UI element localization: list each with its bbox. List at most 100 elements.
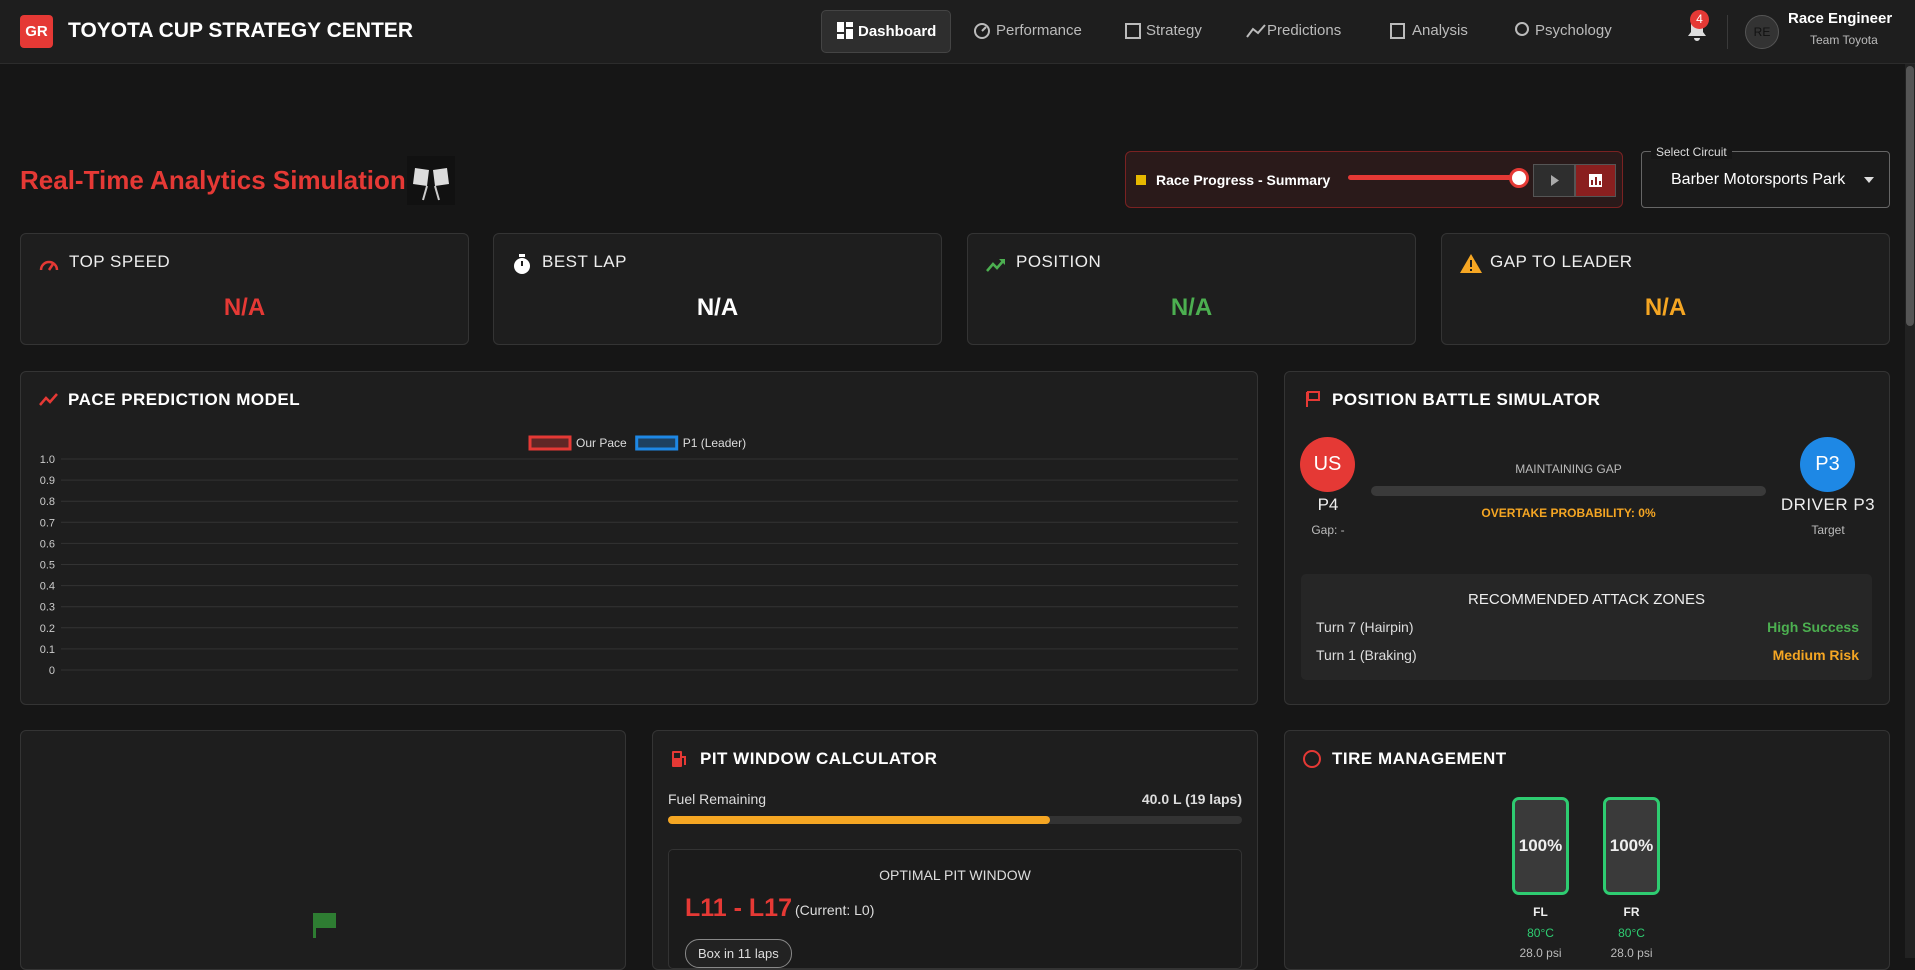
dropdown-arrow bbox=[1864, 177, 1874, 183]
y-tick-label: 0.2 bbox=[40, 623, 55, 635]
y-tick-label: 0.7 bbox=[40, 517, 55, 529]
kpi-label: TOP SPEED bbox=[69, 252, 171, 271]
user-team: Team Toyota bbox=[1810, 33, 1878, 47]
slider-thumb[interactable] bbox=[1509, 168, 1529, 188]
current-lap: (Current: L0) bbox=[795, 902, 875, 918]
flag-icon bbox=[313, 913, 336, 938]
kpi-label: POSITION bbox=[1016, 252, 1102, 271]
driver-badge: US bbox=[1300, 437, 1355, 492]
y-tick-label: 0.6 bbox=[40, 538, 55, 550]
nav-item[interactable]: Performance bbox=[996, 22, 1082, 39]
tire-pressure: 28.0 psi bbox=[1610, 946, 1653, 960]
tire-wear: 100% bbox=[1512, 797, 1569, 895]
progress-slider[interactable] bbox=[1348, 175, 1519, 180]
panel-icon bbox=[672, 751, 686, 767]
circuit-value: Barber Motorsports Park bbox=[1671, 171, 1846, 188]
logo[interactable]: GR bbox=[20, 15, 53, 48]
header bbox=[0, 0, 1915, 64]
y-tick-label: 0.1 bbox=[40, 644, 55, 656]
fuel-fill bbox=[668, 816, 1050, 824]
panel-icon bbox=[1303, 750, 1321, 768]
progress-icon bbox=[1136, 175, 1146, 185]
kpi-card: POSITION N/A bbox=[967, 233, 1416, 345]
user-name: Race Engineer bbox=[1788, 10, 1893, 27]
scrollbar[interactable] bbox=[1905, 64, 1915, 958]
zone-rating: Medium Risk bbox=[1772, 647, 1859, 663]
scroll-thumb[interactable] bbox=[1906, 66, 1914, 326]
tire-wear: 100% bbox=[1603, 797, 1660, 895]
pit-window: L11 - L17 bbox=[685, 894, 792, 922]
tire-temp: 80°C bbox=[1618, 926, 1645, 940]
kpi-icon bbox=[39, 260, 59, 271]
zone-rating: High Success bbox=[1767, 619, 1859, 635]
panel-title: PACE PREDICTION MODEL bbox=[68, 390, 301, 409]
driver-gap: Gap: - bbox=[1311, 523, 1345, 537]
kpi-label: BEST LAP bbox=[542, 252, 627, 271]
driver-badge: P3 bbox=[1800, 437, 1855, 492]
summary-button[interactable] bbox=[1575, 164, 1616, 197]
kpi-value: N/A bbox=[1170, 294, 1213, 321]
overtake-probability: OVERTAKE PROBABILITY: 0% bbox=[1481, 506, 1656, 520]
kpi-icon bbox=[514, 254, 530, 274]
y-tick-label: 0 bbox=[49, 665, 55, 677]
tire-pressure: 28.0 psi bbox=[1519, 946, 1562, 960]
y-tick-label: 0.5 bbox=[40, 560, 55, 572]
attack-zones bbox=[1301, 574, 1872, 680]
kpi-card: GAP TO LEADER N/A bbox=[1441, 233, 1890, 345]
y-tick-label: 1.0 bbox=[40, 454, 55, 466]
zone-turn: Turn 7 (Hairpin) bbox=[1316, 619, 1414, 635]
window-title: OPTIMAL PIT WINDOW bbox=[879, 867, 1031, 883]
circuit-label: Select Circuit bbox=[1651, 145, 1732, 159]
kpi-value: N/A bbox=[1644, 294, 1687, 321]
kpi-icon bbox=[1460, 254, 1482, 273]
tire-temp: 80°C bbox=[1527, 926, 1554, 940]
nav-item[interactable]: Analysis bbox=[1412, 22, 1468, 39]
avatar[interactable]: RE bbox=[1745, 15, 1779, 49]
panel-title: POSITION BATTLE SIMULATOR bbox=[1332, 390, 1601, 409]
kpi-value: N/A bbox=[696, 294, 739, 321]
fuel-label: Fuel Remaining bbox=[668, 791, 767, 807]
panel-icon bbox=[1306, 391, 1320, 407]
legend-label: P1 (Leader) bbox=[683, 436, 746, 450]
flag-icon bbox=[407, 156, 455, 205]
kpi-icon bbox=[986, 259, 1005, 272]
legend-swatch bbox=[635, 435, 679, 451]
gap-bar bbox=[1371, 486, 1766, 496]
panel-title: TIRE MANAGEMENT bbox=[1332, 749, 1507, 768]
pit-action[interactable]: Box in 11 laps bbox=[685, 939, 792, 968]
zones-title: RECOMMENDED ATTACK ZONES bbox=[1468, 591, 1705, 608]
driver-name: DRIVER P3 bbox=[1780, 495, 1876, 514]
kpi-value: N/A bbox=[223, 294, 266, 321]
legend-swatch bbox=[528, 435, 572, 451]
circuit-select[interactable] bbox=[1641, 151, 1890, 208]
app-title: TOYOTA CUP STRATEGY CENTER bbox=[68, 19, 413, 42]
tire-name: FL bbox=[1533, 905, 1548, 919]
pace-chart: 0 0.1 0.2 0.3 0.4 0.5 0.6 0.7 0.8 0.9 1.0 Our Pace P… bbox=[40, 435, 1238, 677]
nav-item[interactable]: Strategy bbox=[1146, 22, 1202, 39]
zone-turn: Turn 1 (Braking) bbox=[1316, 647, 1417, 663]
fuel-value: 40.0 L (19 laps) bbox=[1141, 791, 1242, 807]
kpi-label: GAP TO LEADER bbox=[1490, 252, 1633, 271]
progress-label: Race Progress - Summary bbox=[1156, 172, 1331, 188]
nav-item[interactable]: Predictions bbox=[1267, 22, 1342, 39]
tire-panel bbox=[1284, 730, 1890, 970]
section-title: Real-Time Analytics Simulation bbox=[20, 165, 406, 195]
legend-label: Our Pace bbox=[576, 436, 627, 450]
driver-position: P4 bbox=[1317, 495, 1339, 514]
y-tick-label: 0.3 bbox=[40, 602, 55, 614]
kpi-card: TOP SPEED N/A bbox=[20, 233, 469, 345]
kpi-card: BEST LAP N/A bbox=[493, 233, 942, 345]
tire-name: FR bbox=[1623, 905, 1640, 919]
y-tick-label: 0.9 bbox=[40, 475, 55, 487]
notification-badge: 4 bbox=[1690, 10, 1709, 29]
play-button[interactable] bbox=[1533, 164, 1575, 197]
nav-icons bbox=[837, 22, 1529, 39]
battle-status: MAINTAINING GAP bbox=[1515, 462, 1622, 476]
nav-item[interactable]: Psychology bbox=[1535, 22, 1612, 39]
panel-title: PIT WINDOW CALCULATOR bbox=[700, 749, 938, 768]
y-tick-label: 0.4 bbox=[40, 581, 55, 593]
y-tick-label: 0.8 bbox=[40, 496, 55, 508]
panel-icon bbox=[39, 393, 58, 406]
divider bbox=[1727, 15, 1728, 49]
